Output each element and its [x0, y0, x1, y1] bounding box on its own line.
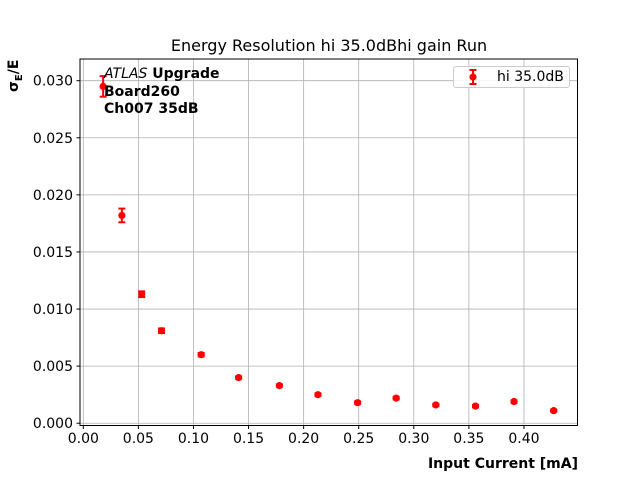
y-axis-label: σE/E	[6, 60, 25, 92]
data-point	[354, 399, 362, 407]
annotation-line-3: Ch007 35dB	[104, 101, 199, 117]
data-point	[550, 407, 558, 415]
data-point	[314, 391, 322, 399]
y-tick-label: 0.025	[33, 131, 73, 147]
ylabel-sigma: σ	[6, 81, 22, 92]
data-point	[118, 211, 126, 220]
y-tick-label: 0.000	[33, 416, 73, 432]
ylabel-rest: /E	[6, 59, 22, 75]
experiment-suffix: Upgrade	[147, 66, 220, 82]
data-point	[157, 327, 166, 335]
y-tick-label: 0.010	[33, 302, 73, 318]
data-point	[432, 401, 440, 409]
annotation: ATLAS Upgrade Board260 Ch007 35dB	[104, 66, 220, 119]
data-point	[99, 82, 107, 91]
data-point	[275, 381, 283, 390]
x-tick-label: 0.10	[178, 431, 209, 447]
y-tick-label: 0.015	[33, 245, 73, 261]
x-tick-label: 0.25	[343, 431, 374, 447]
annotation-line-1: ATLAS Upgrade	[104, 66, 220, 84]
errorbar-marker-icon	[469, 69, 477, 85]
data-point	[138, 290, 146, 298]
experiment-name: ATLAS	[104, 66, 148, 82]
annotation-line-2: Board260	[104, 83, 180, 100]
x-tick-label: 0.05	[123, 431, 154, 447]
x-tick-label: 0.00	[68, 431, 99, 447]
x-axis-label: Input Current [mA]	[427, 456, 578, 472]
x-tick-label: 0.15	[233, 431, 264, 447]
y-tick-label: 0.020	[33, 188, 73, 204]
x-tick-label: 0.35	[453, 431, 484, 447]
data-point	[471, 402, 480, 410]
y-tick-label: 0.005	[33, 359, 73, 375]
x-tick-label: 0.40	[508, 431, 539, 447]
ylabel-subscript: E	[13, 74, 25, 82]
legend-entry-label: hi 35.0dB	[497, 69, 564, 85]
legend: hi 35.0dB	[453, 66, 570, 88]
x-tick-label: 0.20	[288, 431, 319, 447]
data-point	[197, 351, 205, 359]
data-point	[510, 397, 518, 406]
axes-frame	[79, 58, 578, 426]
data-point	[235, 373, 243, 382]
chart-title: Energy Resolution hi 35.0dBhi gain Run	[170, 36, 488, 55]
x-tick-label: 0.30	[398, 431, 429, 447]
data-point	[392, 394, 400, 402]
y-tick-label: 0.030	[33, 74, 73, 90]
